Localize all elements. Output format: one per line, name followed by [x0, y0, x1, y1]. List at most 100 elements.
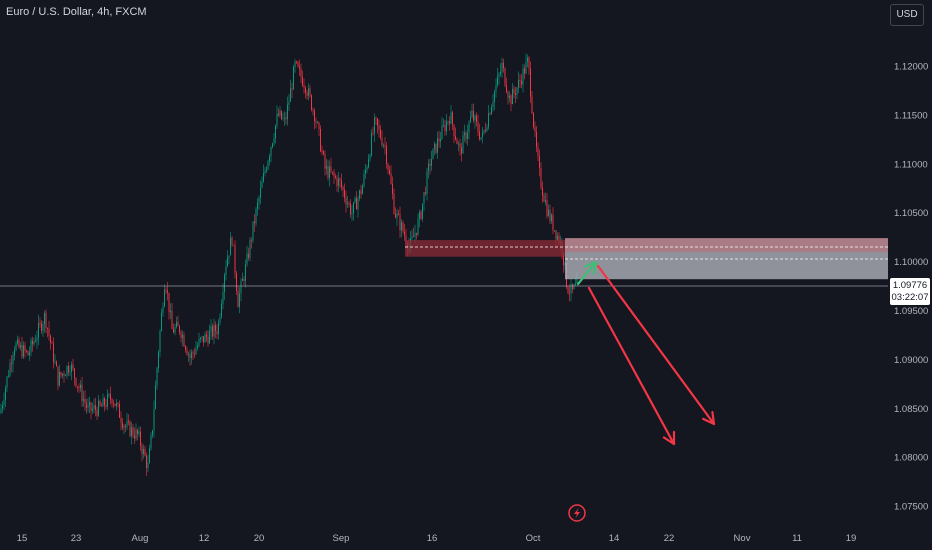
candle-body: [417, 219, 419, 235]
x-tick-label: 11: [792, 533, 802, 544]
candle-body: [225, 266, 227, 275]
candle-body: [477, 121, 479, 132]
candle-body: [296, 61, 297, 63]
candle-body: [146, 455, 147, 468]
candle-body: [396, 213, 398, 218]
candle-body: [222, 291, 224, 304]
candle-body: [260, 187, 261, 198]
candle-body: [326, 166, 327, 169]
candle-body: [392, 183, 393, 195]
candle-body: [50, 335, 51, 343]
candle-body: [411, 236, 413, 239]
candle-body: [65, 375, 66, 377]
candle-body: [80, 384, 81, 389]
candle-body: [317, 122, 318, 124]
y-tick-label: 1.08500: [894, 404, 928, 415]
candle-body: [294, 61, 296, 67]
candle-body: [531, 96, 533, 114]
candle-body: [237, 290, 239, 308]
candle-body: [539, 156, 540, 168]
candle-body: [30, 340, 32, 353]
candle-body: [251, 240, 252, 241]
candle-body: [114, 403, 116, 406]
candle-body: [321, 151, 323, 153]
candle-body: [44, 312, 45, 325]
candle-body: [497, 76, 498, 86]
candle-body: [104, 398, 105, 406]
candle-body: [426, 171, 428, 195]
candle-body: [273, 138, 275, 144]
candle-body: [42, 324, 44, 331]
candle-body: [14, 349, 15, 356]
candle-body: [425, 192, 426, 195]
candle-body: [311, 95, 312, 110]
candle-body: [135, 429, 137, 439]
zones: [405, 238, 888, 280]
candle-body: [338, 178, 339, 187]
candle-body: [545, 200, 546, 202]
candle-body: [453, 124, 455, 136]
candle-body: [450, 112, 452, 124]
candle-body: [72, 364, 74, 369]
lightning-icon[interactable]: [568, 504, 586, 522]
candle-body: [542, 187, 543, 196]
candle-body: [126, 421, 128, 427]
candle-body: [57, 366, 59, 386]
candle-body: [312, 109, 314, 111]
candle-body: [480, 137, 482, 139]
y-tick-label: 1.12000: [894, 62, 928, 73]
candle-body: [12, 355, 14, 364]
candle-body: [38, 323, 39, 338]
candle-body: [56, 361, 57, 367]
candle-body: [173, 328, 174, 333]
candle-body: [129, 421, 131, 437]
candle-body: [372, 133, 374, 134]
candle-body: [282, 118, 284, 120]
candle-body: [516, 87, 518, 95]
x-tick-label: 20: [254, 533, 265, 544]
candle-body: [15, 343, 17, 350]
candle-body: [525, 61, 527, 74]
currency-button[interactable]: USD: [890, 4, 924, 26]
candle-body: [266, 169, 267, 171]
candle-body: [384, 145, 386, 146]
candle-body: [210, 326, 212, 332]
candle-body: [467, 132, 468, 140]
candle-body: [140, 431, 141, 447]
candle-body: [261, 181, 263, 188]
candle-body: [500, 71, 501, 74]
candle-body: [209, 331, 210, 344]
candle-body: [507, 92, 509, 98]
candle-body: [431, 159, 432, 166]
supply-zone-red: [405, 240, 565, 257]
candle-body: [357, 198, 359, 210]
candle-body: [314, 110, 315, 122]
candle-body: [86, 403, 87, 408]
candle-body: [158, 351, 159, 369]
candle-body: [512, 88, 513, 105]
candle-body: [170, 310, 171, 313]
candle-body: [435, 143, 437, 153]
candle-body: [483, 130, 485, 133]
candle-body: [78, 386, 80, 389]
candle-body: [567, 287, 569, 293]
candle-body: [276, 113, 278, 126]
candle-body: [128, 421, 129, 423]
x-tick-label: Nov: [734, 533, 751, 544]
candle-body: [498, 73, 500, 77]
candle-body: [513, 88, 515, 94]
candle-body: [227, 257, 228, 267]
candle-body: [420, 211, 422, 219]
candle-body: [2, 404, 3, 409]
y-tick-label: 1.09000: [894, 355, 928, 366]
candle-body: [530, 68, 531, 97]
candle-body: [96, 409, 98, 416]
candle-body: [186, 349, 188, 355]
candle-body: [569, 292, 570, 294]
candle-body: [479, 131, 480, 139]
candle-body: [501, 62, 503, 72]
candle-body: [149, 448, 150, 464]
candle-body: [18, 339, 20, 348]
candle-body: [369, 155, 371, 160]
